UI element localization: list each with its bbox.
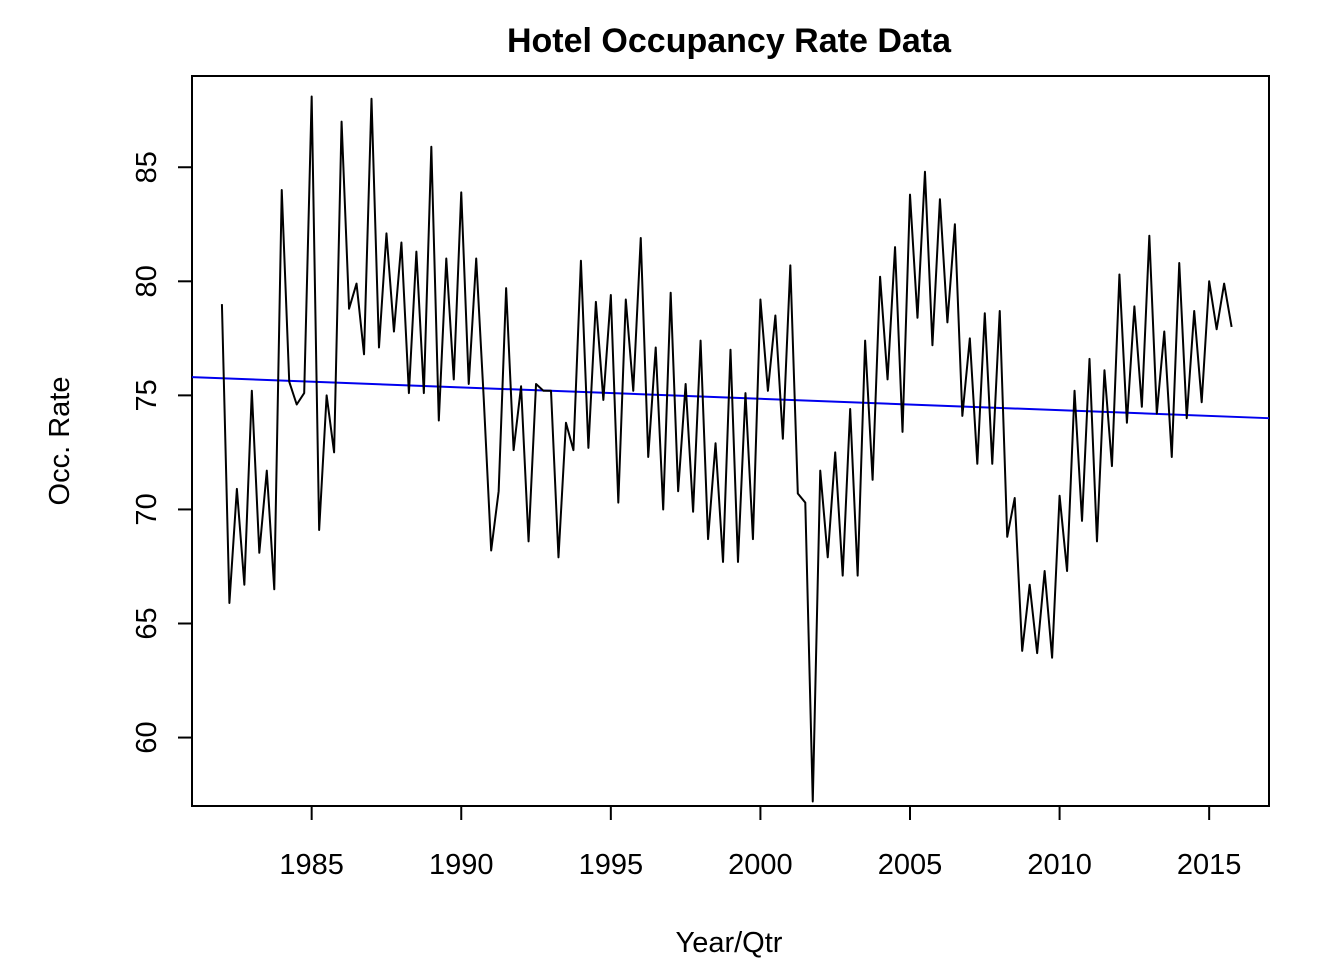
y-tick-label: 70 <box>131 493 163 525</box>
y-axis-label: Occ. Rate <box>44 377 76 506</box>
plot-frame <box>191 75 1270 807</box>
x-axis-label: Year/Qtr <box>676 927 783 959</box>
x-tick-label: 1985 <box>279 849 344 881</box>
x-tick-label: 1995 <box>579 849 644 881</box>
x-tick-label: 2005 <box>878 849 943 881</box>
x-tick-label: 1990 <box>429 849 494 881</box>
y-tick-label: 60 <box>131 721 163 753</box>
trend-line <box>191 376 1270 420</box>
chart-title: Hotel Occupancy Rate Data <box>507 22 952 60</box>
y-tick-label: 65 <box>131 607 163 639</box>
y-axis: 60 65 70 75 80 85 <box>131 151 193 754</box>
x-tick-label: 2010 <box>1027 849 1092 881</box>
y-tick-label: 75 <box>131 379 163 411</box>
y-tick-label: 85 <box>131 151 163 183</box>
x-tick-label: 2015 <box>1177 849 1242 881</box>
series-line <box>220 95 1233 803</box>
x-tick-label: 2000 <box>728 849 793 881</box>
y-tick-label: 80 <box>131 265 163 297</box>
x-axis: 1985 1990 1995 2000 2005 2010 2015 <box>279 805 1242 881</box>
